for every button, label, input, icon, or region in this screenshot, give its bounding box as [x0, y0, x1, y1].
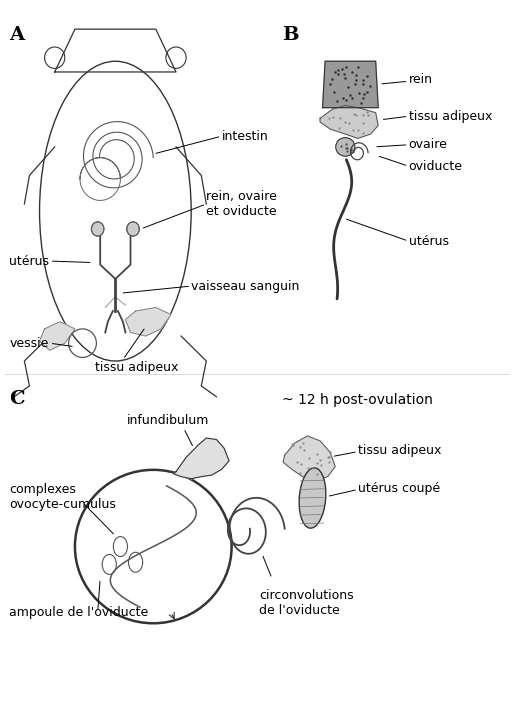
Text: ampoule de l'oviducte: ampoule de l'oviducte — [9, 606, 148, 619]
Text: infundibulum: infundibulum — [127, 414, 209, 427]
Polygon shape — [323, 61, 378, 108]
Polygon shape — [320, 105, 378, 139]
Text: utérus coupé: utérus coupé — [358, 482, 440, 495]
Ellipse shape — [127, 222, 140, 236]
Text: B: B — [282, 25, 299, 43]
Text: intestin: intestin — [221, 130, 268, 143]
Polygon shape — [126, 308, 171, 336]
Text: tissu adipeux: tissu adipeux — [358, 444, 442, 457]
Text: complexes
ovocyte-cumulus: complexes ovocyte-cumulus — [9, 482, 116, 510]
Text: vaisseau sanguin: vaisseau sanguin — [191, 279, 299, 292]
Text: oviducte: oviducte — [408, 160, 463, 173]
Polygon shape — [174, 438, 229, 479]
Ellipse shape — [336, 138, 355, 156]
Text: utérus: utérus — [408, 235, 449, 248]
Text: tissu adipeux: tissu adipeux — [408, 110, 492, 123]
Polygon shape — [39, 322, 75, 350]
Ellipse shape — [92, 222, 104, 236]
Text: ~ 12 h post-ovulation: ~ 12 h post-ovulation — [282, 393, 433, 407]
Text: C: C — [9, 390, 25, 407]
Text: A: A — [9, 25, 24, 43]
Text: rein, ovaire
et oviducte: rein, ovaire et oviducte — [206, 190, 277, 218]
Text: circonvolutions
de l'oviducte: circonvolutions de l'oviducte — [260, 589, 354, 617]
Text: ovaire: ovaire — [408, 138, 447, 151]
Polygon shape — [283, 436, 335, 481]
Text: utérus: utérus — [9, 255, 49, 268]
Text: tissu adipeux: tissu adipeux — [95, 361, 178, 374]
Ellipse shape — [299, 468, 326, 529]
Text: vessie: vessie — [9, 336, 49, 349]
Text: rein: rein — [408, 73, 433, 86]
